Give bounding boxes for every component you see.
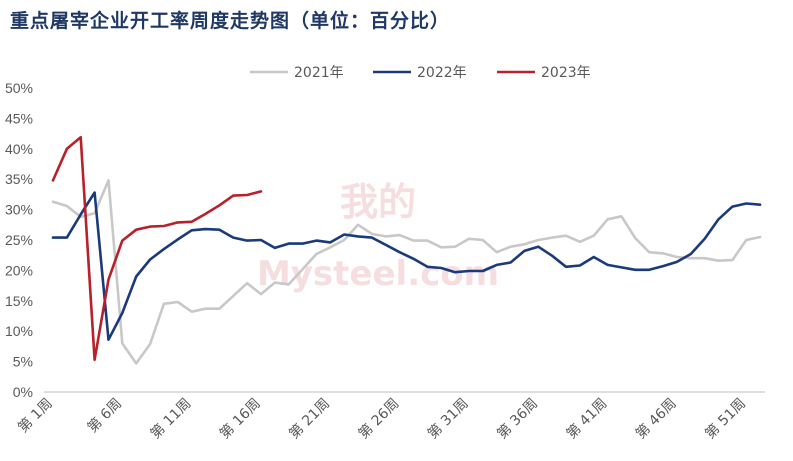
watermark-text-en: Mysteel.com [257,254,499,294]
x-tick-label: 第 26周 [355,395,403,443]
x-tick-label: 第 36周 [494,395,542,443]
series-line-2023年 [51,135,263,362]
x-tick-label: 第 1周 [15,395,56,436]
y-tick-label: 50% [5,80,33,96]
y-tick-label: 30% [5,202,33,218]
y-tick-label: 40% [5,141,33,157]
x-tick-label: 第 6周 [84,395,125,436]
legend-label: 2021年 [294,65,344,81]
x-tick-label: 第 46周 [632,395,680,443]
x-tick-label: 第 21周 [286,395,334,443]
y-tick-label: 25% [5,232,33,248]
y-tick-label: 20% [5,262,33,278]
series-line-2022年 [51,191,762,342]
legend-label: 2023年 [541,65,591,81]
y-tick-label: 35% [5,171,33,187]
y-tick-label: 15% [5,293,33,309]
y-tick-label: 0% [13,384,33,400]
x-tick-label: 第 31周 [424,395,472,443]
legend: 2021年 2022年 2023年 [250,65,591,81]
series-line-2021年 [51,179,762,365]
x-tick-label: 第 11周 [147,395,195,443]
watermark-text-cn: 我的 [340,180,416,224]
chart-title: 重点屠宰企业开工率周度走势图（单位：百分比） [10,10,451,32]
y-tick-label: 5% [13,354,33,370]
legend-label: 2022年 [417,65,467,81]
y-tick-label: 45% [5,110,33,126]
x-tick-label: 第 51周 [702,395,750,443]
mysteel-watermark: 我的 Mysteel.com [257,180,499,294]
y-tick-label: 10% [5,323,33,339]
series-group [51,135,762,365]
x-tick-label: 第 41周 [563,395,611,443]
x-tick-label: 第 16周 [216,395,264,443]
